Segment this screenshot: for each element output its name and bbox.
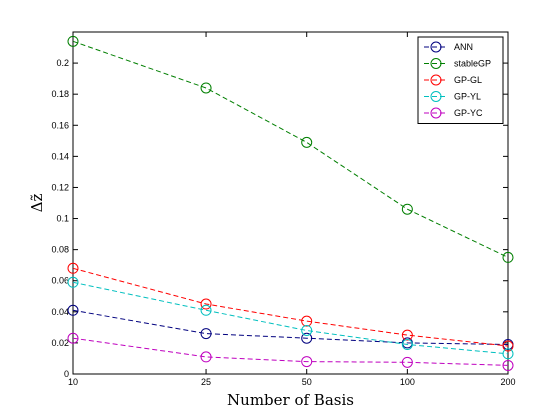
x-tick-label: 100 <box>400 377 415 387</box>
y-tick-label: 0.12 <box>51 182 69 192</box>
x-tick-label: 50 <box>302 377 312 387</box>
legend: ANN stableGP GP-GL GP-YL GP-YC <box>418 37 503 124</box>
y-tick-label: 0.14 <box>51 151 69 161</box>
y-tick-label: 0.04 <box>51 307 69 317</box>
legend-label-GP-YC: GP-YC <box>454 108 483 118</box>
x-tick-label: 25 <box>201 377 211 387</box>
x-axis-label: Number of Basis <box>227 391 354 409</box>
x-tick-label: 200 <box>500 377 515 387</box>
legend-label-GP-YL: GP-YL <box>454 92 481 102</box>
legend-label-stableGP: stableGP <box>454 59 491 69</box>
y-tick-label: 0.08 <box>51 245 69 255</box>
y-tick-label: 0.1 <box>56 214 69 224</box>
y-tick-label: 0.18 <box>51 89 69 99</box>
y-tick-label: 0.16 <box>51 120 69 130</box>
legend-label-GP-GL: GP-GL <box>454 75 482 85</box>
x-tick-label: 10 <box>68 377 78 387</box>
legend-label-ANN: ANN <box>454 42 473 52</box>
y-tick-label: 0.2 <box>56 58 69 68</box>
y-tick-label: 0.02 <box>51 338 69 348</box>
y-tick-label: 0.06 <box>51 276 69 286</box>
y-axis-label: Δz̃ <box>28 194 46 213</box>
